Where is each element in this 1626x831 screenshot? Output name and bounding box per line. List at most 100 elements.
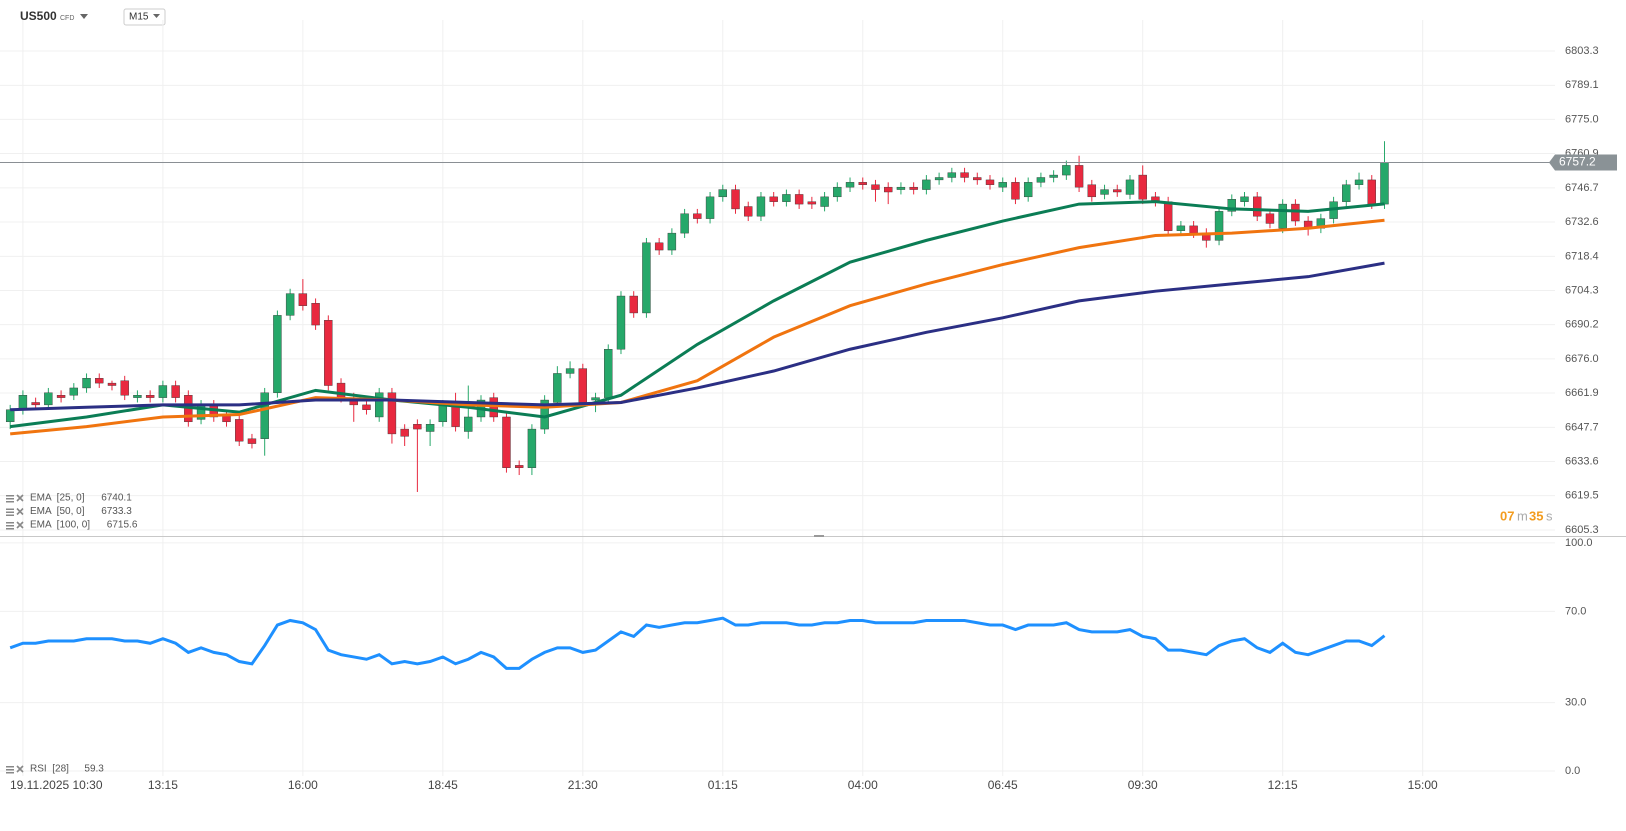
- panel-handle[interactable]: [814, 535, 824, 537]
- candle-body: [69, 387, 79, 396]
- symbol: US500: [20, 9, 57, 23]
- legend-menu-icon: [6, 495, 14, 497]
- candle-body: [1354, 179, 1364, 185]
- candle-body: [1100, 189, 1109, 195]
- candle-body: [1342, 184, 1351, 202]
- candle-body: [1227, 199, 1236, 212]
- candle-body: [158, 385, 168, 398]
- legend-menu-icon: [6, 772, 14, 774]
- y-tick-label: 30.0: [1565, 696, 1586, 708]
- candle-body: [44, 392, 53, 406]
- x-tick-label: 15:00: [1408, 778, 1438, 792]
- candle-body: [1240, 196, 1249, 202]
- candle-body: [425, 424, 435, 432]
- timeframe-box[interactable]: [123, 8, 166, 26]
- x-tick-label: 18:45: [428, 778, 458, 792]
- y-tick-label: 6676.0: [1565, 353, 1599, 365]
- candle-body: [654, 242, 664, 251]
- candle-body: [362, 404, 371, 410]
- y-tick-label: 6789.1: [1565, 79, 1599, 91]
- y-tick-label: 100.0: [1565, 537, 1593, 549]
- candle-body: [820, 196, 829, 207]
- candle-body: [1125, 179, 1135, 195]
- candle-body: [260, 392, 269, 439]
- legend-menu-icon: [6, 498, 14, 500]
- candle-body: [1214, 211, 1224, 241]
- y-tick-label: 6746.7: [1565, 182, 1599, 194]
- candle-body: [1074, 165, 1084, 188]
- ema-line: [10, 261, 1385, 412]
- timeframe-dropdown[interactable]: [153, 14, 160, 18]
- candle-body: [667, 232, 677, 251]
- x-tick-label: 12:15: [1268, 778, 1298, 792]
- candle-body: [705, 196, 715, 219]
- candle-body: [731, 189, 740, 210]
- legend-remove-icon: [16, 507, 24, 516]
- y-tick-label: 6690.2: [1565, 318, 1599, 330]
- candle-body: [56, 395, 66, 398]
- candle-body: [845, 182, 855, 188]
- timeframe[interactable]: M15: [129, 12, 149, 23]
- legend-menu-icon: [6, 769, 14, 771]
- legend-name: EMA [100, 0]: [30, 520, 90, 531]
- candle-body: [489, 397, 498, 418]
- candle-body: [324, 320, 333, 386]
- candle-body: [375, 392, 384, 418]
- candle-body: [5, 409, 15, 423]
- candle-body: [387, 392, 397, 435]
- y-tick-label: 6661.9: [1565, 387, 1599, 399]
- legend-menu-icon: [6, 522, 14, 524]
- candle-body: [896, 186, 906, 190]
- candle-body: [693, 213, 702, 219]
- y-tick-label: 6633.6: [1565, 455, 1599, 467]
- candle-body: [871, 184, 880, 190]
- x-tick-label: 19.11.2025 10:30: [10, 778, 103, 792]
- candle-body: [591, 397, 600, 401]
- candle-body: [985, 179, 995, 185]
- candle-body: [82, 378, 91, 389]
- candle-body: [1138, 174, 1147, 200]
- y-tick-label: 6605.3: [1565, 524, 1599, 536]
- legend-menu-icon: [6, 508, 14, 510]
- candle-body: [400, 428, 409, 437]
- legend-menu-icon: [6, 511, 14, 513]
- candle-body: [95, 378, 104, 384]
- candle-body: [858, 182, 867, 185]
- candle-body: [1253, 196, 1262, 217]
- candle-body: [145, 395, 155, 398]
- timer-minutes-unit: m: [1517, 508, 1528, 523]
- rsi-line: [9, 616, 1386, 670]
- symbol-dropdown[interactable]: [80, 14, 88, 19]
- y-tick-label: 6619.5: [1565, 490, 1599, 502]
- y-tick-label: 6718.4: [1565, 250, 1599, 262]
- candle-body: [922, 179, 931, 190]
- candle-body: [1087, 184, 1097, 198]
- legend-value: 59.3: [84, 764, 104, 775]
- candle-body: [438, 404, 448, 423]
- candle-body: [642, 242, 651, 314]
- candle-body: [1176, 225, 1186, 231]
- candle-body: [909, 186, 918, 190]
- x-tick-label: 01:15: [708, 778, 738, 792]
- current-price-label: 6757.2: [1559, 155, 1596, 169]
- y-tick-label: 6803.3: [1565, 45, 1599, 57]
- x-tick-label: 06:45: [988, 778, 1018, 792]
- candle-body: [413, 424, 422, 430]
- y-tick-label: 0.0: [1565, 765, 1580, 777]
- candle-body: [18, 395, 28, 410]
- candle-body: [604, 349, 613, 398]
- candle-body: [1163, 201, 1173, 231]
- candle-body: [744, 206, 753, 217]
- candle-body: [769, 196, 778, 202]
- legend-menu-icon: [6, 501, 14, 503]
- timer-minutes: 07: [1500, 508, 1514, 523]
- x-tick-label: 16:00: [288, 778, 318, 792]
- legend-value: 6740.1: [101, 493, 132, 504]
- candle-body: [1367, 179, 1376, 205]
- candle-body: [629, 295, 638, 314]
- candle-body: [884, 186, 893, 193]
- legend-remove-icon: [16, 765, 24, 773]
- candle-body: [1113, 189, 1122, 193]
- candle-body: [514, 465, 524, 468]
